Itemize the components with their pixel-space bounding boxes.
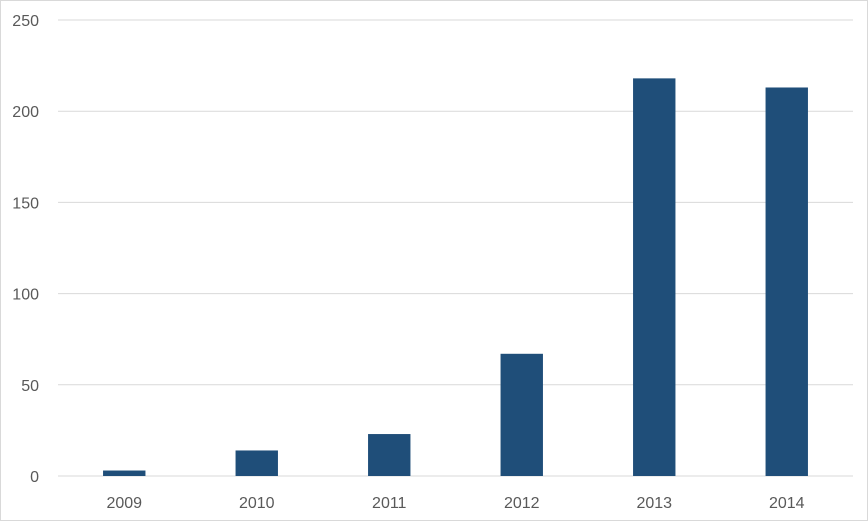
y-tick-label: 0 xyxy=(30,469,39,486)
x-tick-label-2012: 2012 xyxy=(504,495,540,512)
x-tick-label-2014: 2014 xyxy=(769,495,805,512)
bar-2014 xyxy=(765,87,808,476)
bars xyxy=(103,78,808,477)
bar-2009 xyxy=(103,470,146,476)
x-tick-label-2011: 2011 xyxy=(372,495,407,512)
x-tick-label-2010: 2010 xyxy=(239,495,275,512)
y-tick-label: 200 xyxy=(12,104,39,121)
y-tick-label: 50 xyxy=(21,378,39,395)
bar-2011 xyxy=(368,434,411,476)
y-tick-label: 100 xyxy=(12,287,39,304)
gridlines xyxy=(58,19,853,477)
y-axis-tick-labels: 0 50 100 150 200 250 xyxy=(12,13,39,486)
bar-2012 xyxy=(500,353,543,476)
y-tick-label: 150 xyxy=(12,195,39,212)
bar-2010 xyxy=(235,450,278,476)
bar-2013 xyxy=(633,78,676,477)
x-tick-label-2013: 2013 xyxy=(636,495,672,512)
x-axis-tick-labels: 2009 2010 2011 2012 2013 2014 xyxy=(106,495,804,512)
y-tick-label: 250 xyxy=(12,13,39,30)
x-tick-label-2009: 2009 xyxy=(106,495,142,512)
